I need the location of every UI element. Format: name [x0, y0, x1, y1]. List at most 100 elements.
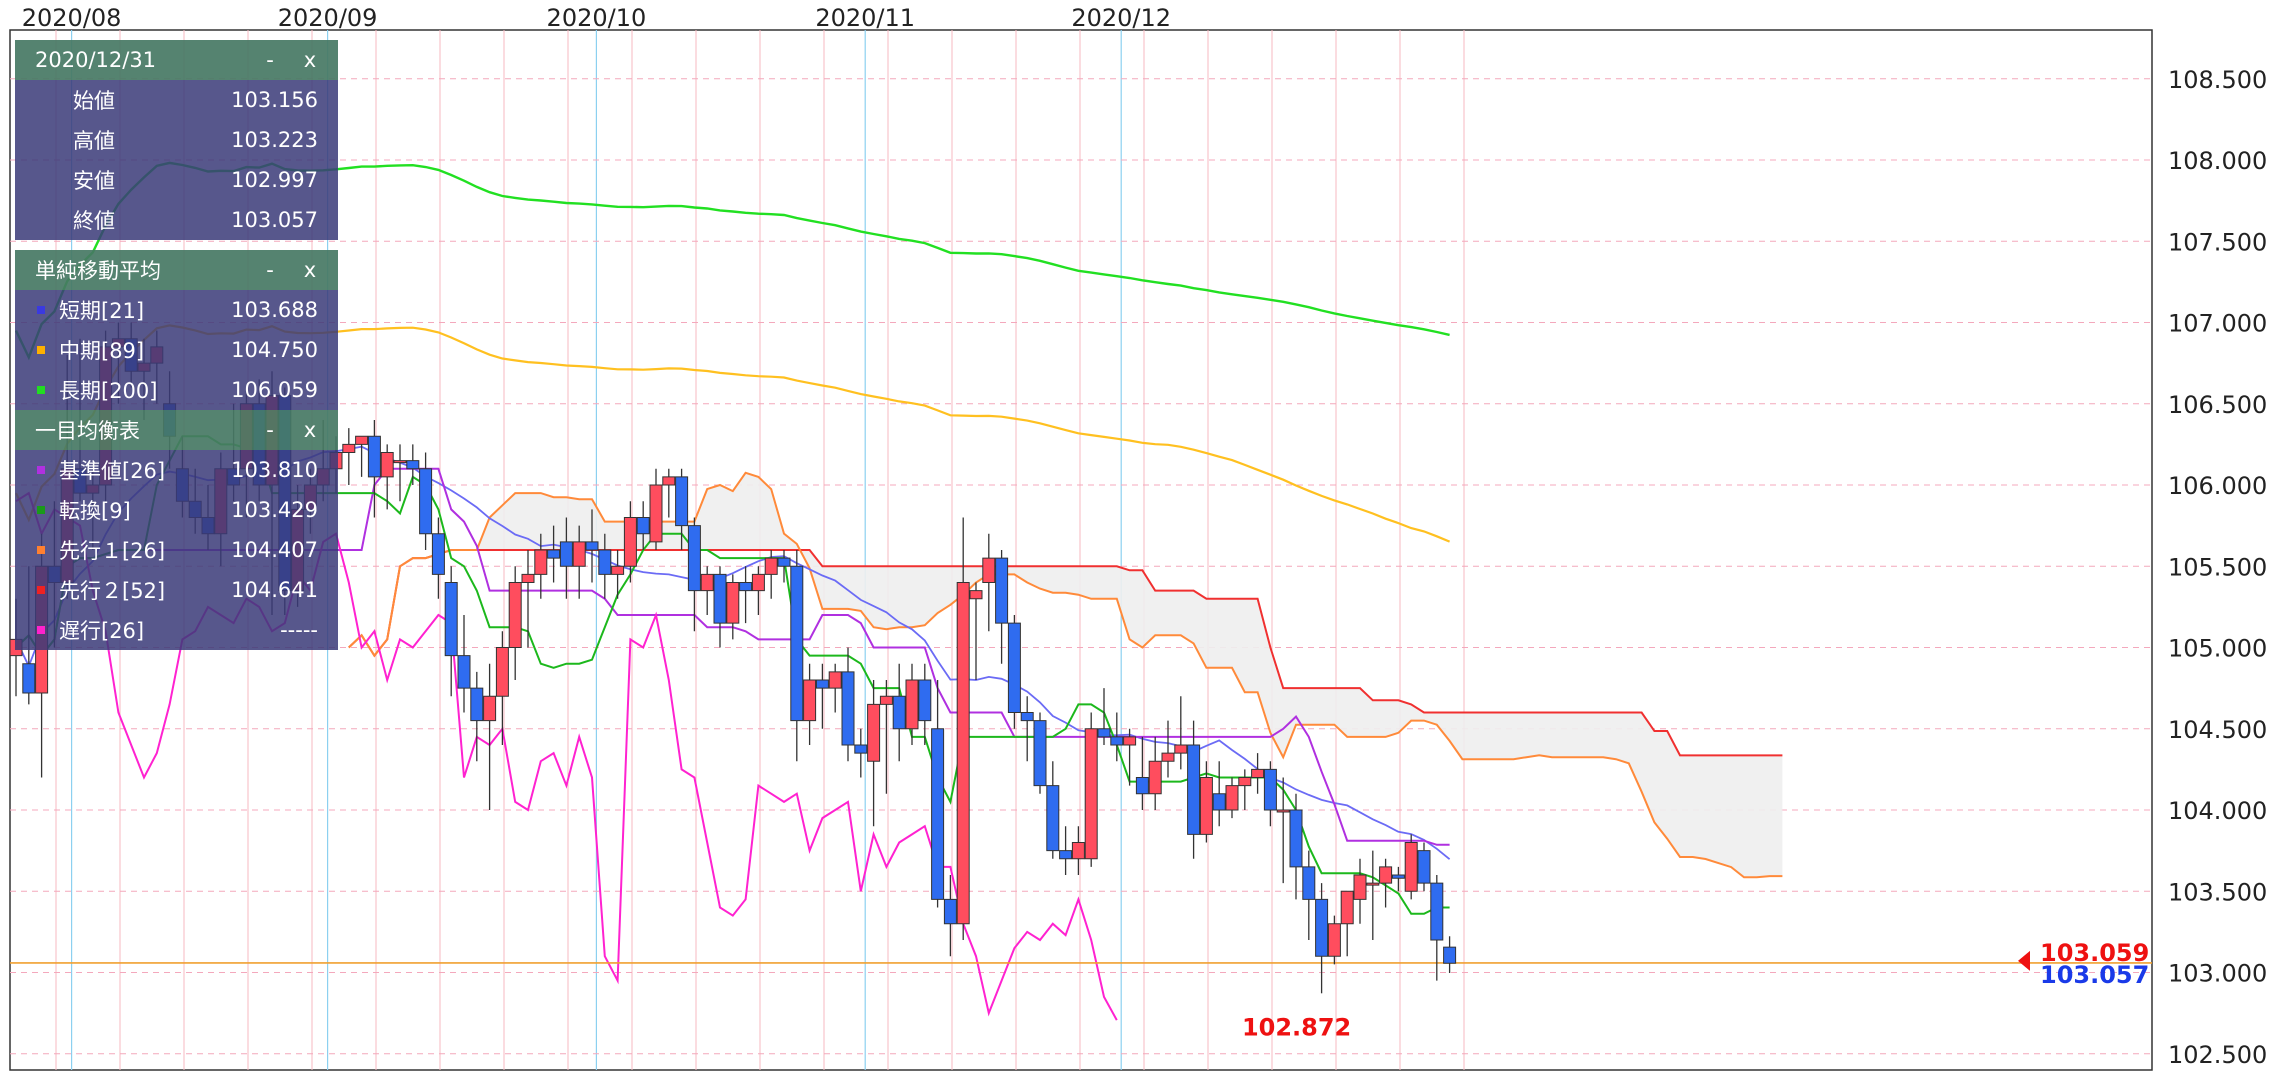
minimize-button[interactable]: - [266, 418, 274, 442]
legend-swatch [37, 626, 45, 634]
candle-body [419, 468, 433, 535]
ohlc-row: 終値 103.057 [15, 200, 338, 240]
candle-body [559, 541, 573, 567]
y-tick-label: 105.500 [2168, 553, 2267, 581]
candle-body [367, 435, 381, 478]
candle-body [495, 647, 509, 697]
ichimoku-panel-body: 基準値[26] 103.810 転換[9] 103.429 先行１[26] 104.407… [15, 450, 338, 650]
legend-swatch [37, 546, 45, 554]
ohlc-row: 高値 103.223 [15, 120, 338, 160]
y-tick-label: 103.000 [2168, 960, 2267, 988]
candle-body [1404, 842, 1418, 892]
y-tick-label: 102.500 [2168, 1041, 2267, 1069]
candle-body [1391, 874, 1405, 879]
candle-body [355, 435, 369, 445]
candle-body [777, 557, 791, 567]
close-button[interactable]: x [303, 258, 317, 282]
candle-body [700, 573, 714, 592]
ichimoku-value: ----- [280, 618, 318, 642]
ohlc-label: 安値 [73, 169, 115, 193]
legend-swatch [37, 306, 45, 314]
candle-body [598, 549, 612, 575]
y-tick-label: 108.500 [2168, 66, 2267, 94]
candle-body [867, 703, 881, 762]
candle-body [982, 557, 996, 583]
sma-panel-body: 短期[21] 103.688 中期[89] 104.750 長期[200] 106.059 [15, 290, 338, 410]
candle-body [892, 695, 906, 730]
candle-body [995, 557, 1009, 624]
ohlc-value: 102.997 [231, 168, 318, 192]
candle-body [1353, 874, 1367, 900]
x-tick-label: 2020/11 [815, 4, 915, 32]
candle-body [572, 541, 586, 567]
ohlc-row: 始値 103.156 [15, 80, 338, 120]
candle-body [1123, 736, 1137, 746]
candle-body [1212, 793, 1226, 811]
candle-body [623, 517, 637, 567]
candle-body [1007, 622, 1021, 713]
candle-body [687, 525, 701, 592]
ichimoku-row: 基準値[26] 103.810 [15, 450, 338, 490]
ohlc-label: 終値 [73, 209, 115, 233]
y-tick-label: 106.000 [2168, 472, 2267, 500]
candle-body [1302, 866, 1316, 900]
candle-body [1084, 728, 1098, 860]
candle-body [342, 443, 356, 453]
candle-body [1097, 728, 1111, 738]
ichimoku-value: 103.429 [231, 498, 318, 522]
candle-body [1174, 744, 1188, 754]
legend-swatch [37, 386, 45, 394]
candle-body [854, 744, 868, 754]
y-tick-label: 106.500 [2168, 391, 2267, 419]
y-tick-label: 103.500 [2168, 878, 2267, 906]
sma-panel-title: 単純移動平均 [35, 259, 161, 283]
sma-panel-header: 単純移動平均 - x [15, 250, 338, 290]
candle-body [790, 565, 804, 722]
candle-body [393, 460, 407, 464]
candle-body [815, 679, 829, 689]
candle-body [1033, 720, 1047, 787]
minimize-button[interactable]: - [266, 48, 274, 72]
candle-body [508, 582, 522, 648]
sma-label: 短期[21] [59, 299, 145, 323]
candle-body [1443, 946, 1457, 964]
ichimoku-panel: 一目均衡表 - x 基準値[26] 103.810 転換[9] 103.429 先行１[… [15, 410, 338, 650]
close-price-label: 103.057 [2040, 961, 2149, 989]
candle-body [431, 533, 445, 575]
candle-body [547, 549, 561, 559]
sma-label: 中期[89] [59, 339, 145, 363]
legend-swatch [37, 346, 45, 354]
candle-body [457, 655, 471, 689]
candle-body [521, 573, 535, 583]
ichimoku-panel-title: 一目均衡表 [35, 419, 140, 443]
candle-body [1251, 768, 1265, 778]
candle-body [1225, 785, 1239, 811]
sma-row: 中期[89] 104.750 [15, 330, 338, 370]
candle-body [1379, 866, 1393, 884]
candle-body [803, 679, 817, 722]
minimize-button[interactable]: - [266, 258, 274, 282]
sma-row: 短期[21] 103.688 [15, 290, 338, 330]
ichimoku-panel-header: 一目均衡表 - x [15, 410, 338, 450]
sma-value: 104.750 [231, 338, 318, 362]
ichimoku-label: 先行２[52] [59, 579, 166, 603]
candle-body [1263, 768, 1277, 811]
close-button[interactable]: x [303, 418, 317, 442]
candle-body [739, 582, 753, 592]
y-tick-label: 104.000 [2168, 797, 2267, 825]
close-button[interactable]: x [303, 48, 317, 72]
legend-swatch [37, 586, 45, 594]
ichimoku-label: 転換[9] [59, 499, 131, 523]
candle-body [713, 573, 727, 624]
candle-body [1430, 882, 1444, 941]
sma-value: 106.059 [231, 378, 318, 402]
candle-body [406, 460, 420, 470]
ichimoku-value: 103.810 [231, 458, 318, 482]
ichimoku-row: 遅行[26] ----- [15, 610, 338, 650]
candle-body [1059, 850, 1073, 860]
candle-body [931, 728, 945, 900]
ohlc-label: 高値 [73, 129, 115, 153]
ichimoku-value: 104.641 [231, 578, 318, 602]
